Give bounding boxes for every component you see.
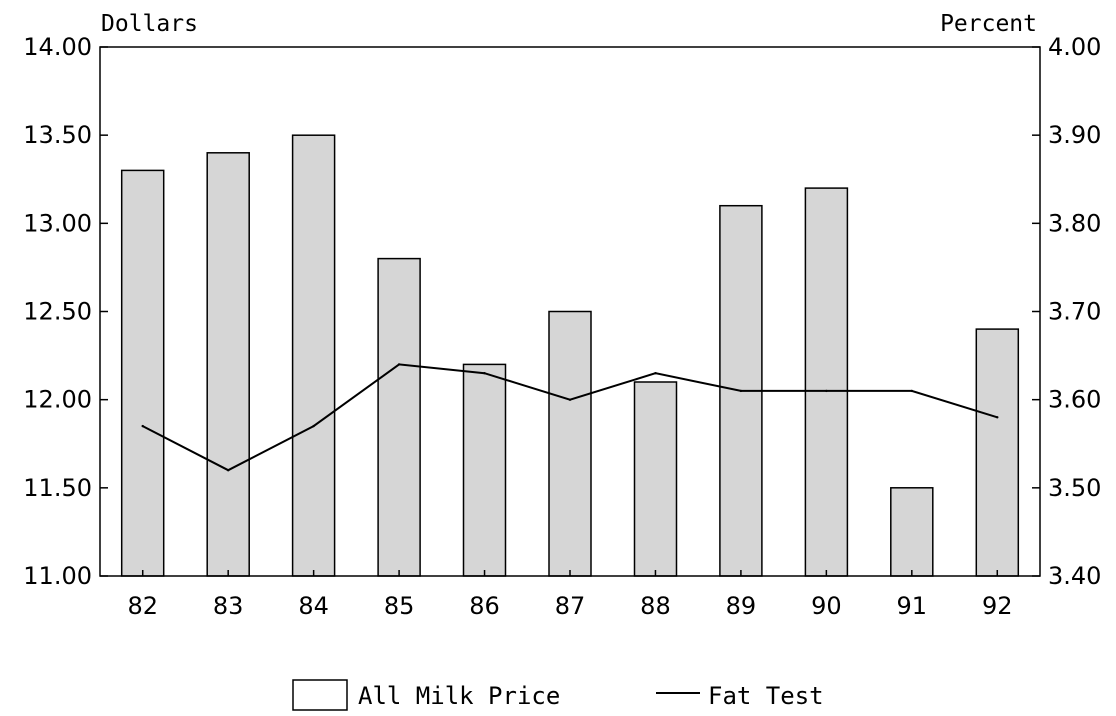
left-tick-label: 11.50 xyxy=(23,474,92,502)
right-tick-label: 4.00 xyxy=(1048,33,1101,61)
x-tick-label: 82 xyxy=(127,592,158,620)
bar-82 xyxy=(120,169,165,577)
right-tick-label: 3.70 xyxy=(1048,298,1101,326)
left-axis-label: Dollars xyxy=(101,11,198,37)
fat-test-point-82 xyxy=(141,424,144,428)
x-tick-label: 89 xyxy=(726,592,757,620)
left-tick-label: 13.00 xyxy=(23,209,92,237)
bar-92 xyxy=(975,328,1020,577)
fat-test-point-92 xyxy=(996,416,999,419)
x-tick-label: 88 xyxy=(640,592,671,620)
fat-test-point-88 xyxy=(654,372,657,375)
left-axis-ticks: 11.00 11.50 12.00 12.50 13.00 13.50 14.00 xyxy=(23,33,108,590)
bar-87 xyxy=(548,310,592,577)
bar-90 xyxy=(804,187,849,577)
fat-test-point-86 xyxy=(483,372,486,375)
x-tick-label: 84 xyxy=(298,592,329,620)
right-tick-label: 3.80 xyxy=(1048,209,1101,237)
fat-test-point-84 xyxy=(312,424,315,428)
right-axis-label: Percent xyxy=(940,11,1037,37)
bar-85 xyxy=(377,257,421,577)
bars-layer xyxy=(120,134,1020,577)
x-tick-label: 90 xyxy=(811,592,842,620)
left-tick-label: 12.00 xyxy=(23,386,92,414)
right-tick-label: 3.60 xyxy=(1048,386,1101,414)
legend: All Milk Price Fat Test xyxy=(292,679,824,711)
x-tick-label: 92 xyxy=(982,592,1013,620)
right-axis-ticks: 3.40 3.50 3.60 3.70 3.80 3.90 4.00 xyxy=(1032,33,1101,590)
x-tick-label: 91 xyxy=(897,592,928,620)
legend-line-label: Fat Test xyxy=(708,682,824,710)
left-tick-label: 12.50 xyxy=(23,298,92,326)
right-tick-label: 3.50 xyxy=(1048,474,1101,502)
fat-test-point-91 xyxy=(910,389,913,393)
left-tick-label: 13.50 xyxy=(23,121,92,149)
bar-88 xyxy=(633,381,678,577)
right-tick-label: 3.40 xyxy=(1048,562,1101,590)
left-tick-label: 14.00 xyxy=(23,33,92,61)
bar-83 xyxy=(206,152,250,577)
x-tick-label: 86 xyxy=(469,592,500,620)
fat-test-point-85 xyxy=(397,363,401,366)
legend-bar-swatch xyxy=(292,679,348,711)
bar-84 xyxy=(291,134,336,577)
fat-test-point-83 xyxy=(227,469,230,472)
legend-bar-label: All Milk Price xyxy=(358,682,560,710)
x-tick-label: 85 xyxy=(384,592,415,620)
fat-test-point-89 xyxy=(739,389,743,393)
fat-test-point-90 xyxy=(825,389,828,393)
fat-test-point-87 xyxy=(568,398,572,401)
x-axis-ticks: 82 83 84 85 86 87 88 89 90 91 92 xyxy=(127,570,1013,620)
bar-86 xyxy=(462,363,507,577)
x-tick-label: 87 xyxy=(555,592,586,620)
right-tick-label: 3.90 xyxy=(1048,121,1101,149)
left-tick-label: 11.00 xyxy=(23,562,92,590)
bar-91 xyxy=(890,487,934,577)
fat-test-line-layer xyxy=(141,363,999,472)
x-tick-label: 83 xyxy=(213,592,244,620)
